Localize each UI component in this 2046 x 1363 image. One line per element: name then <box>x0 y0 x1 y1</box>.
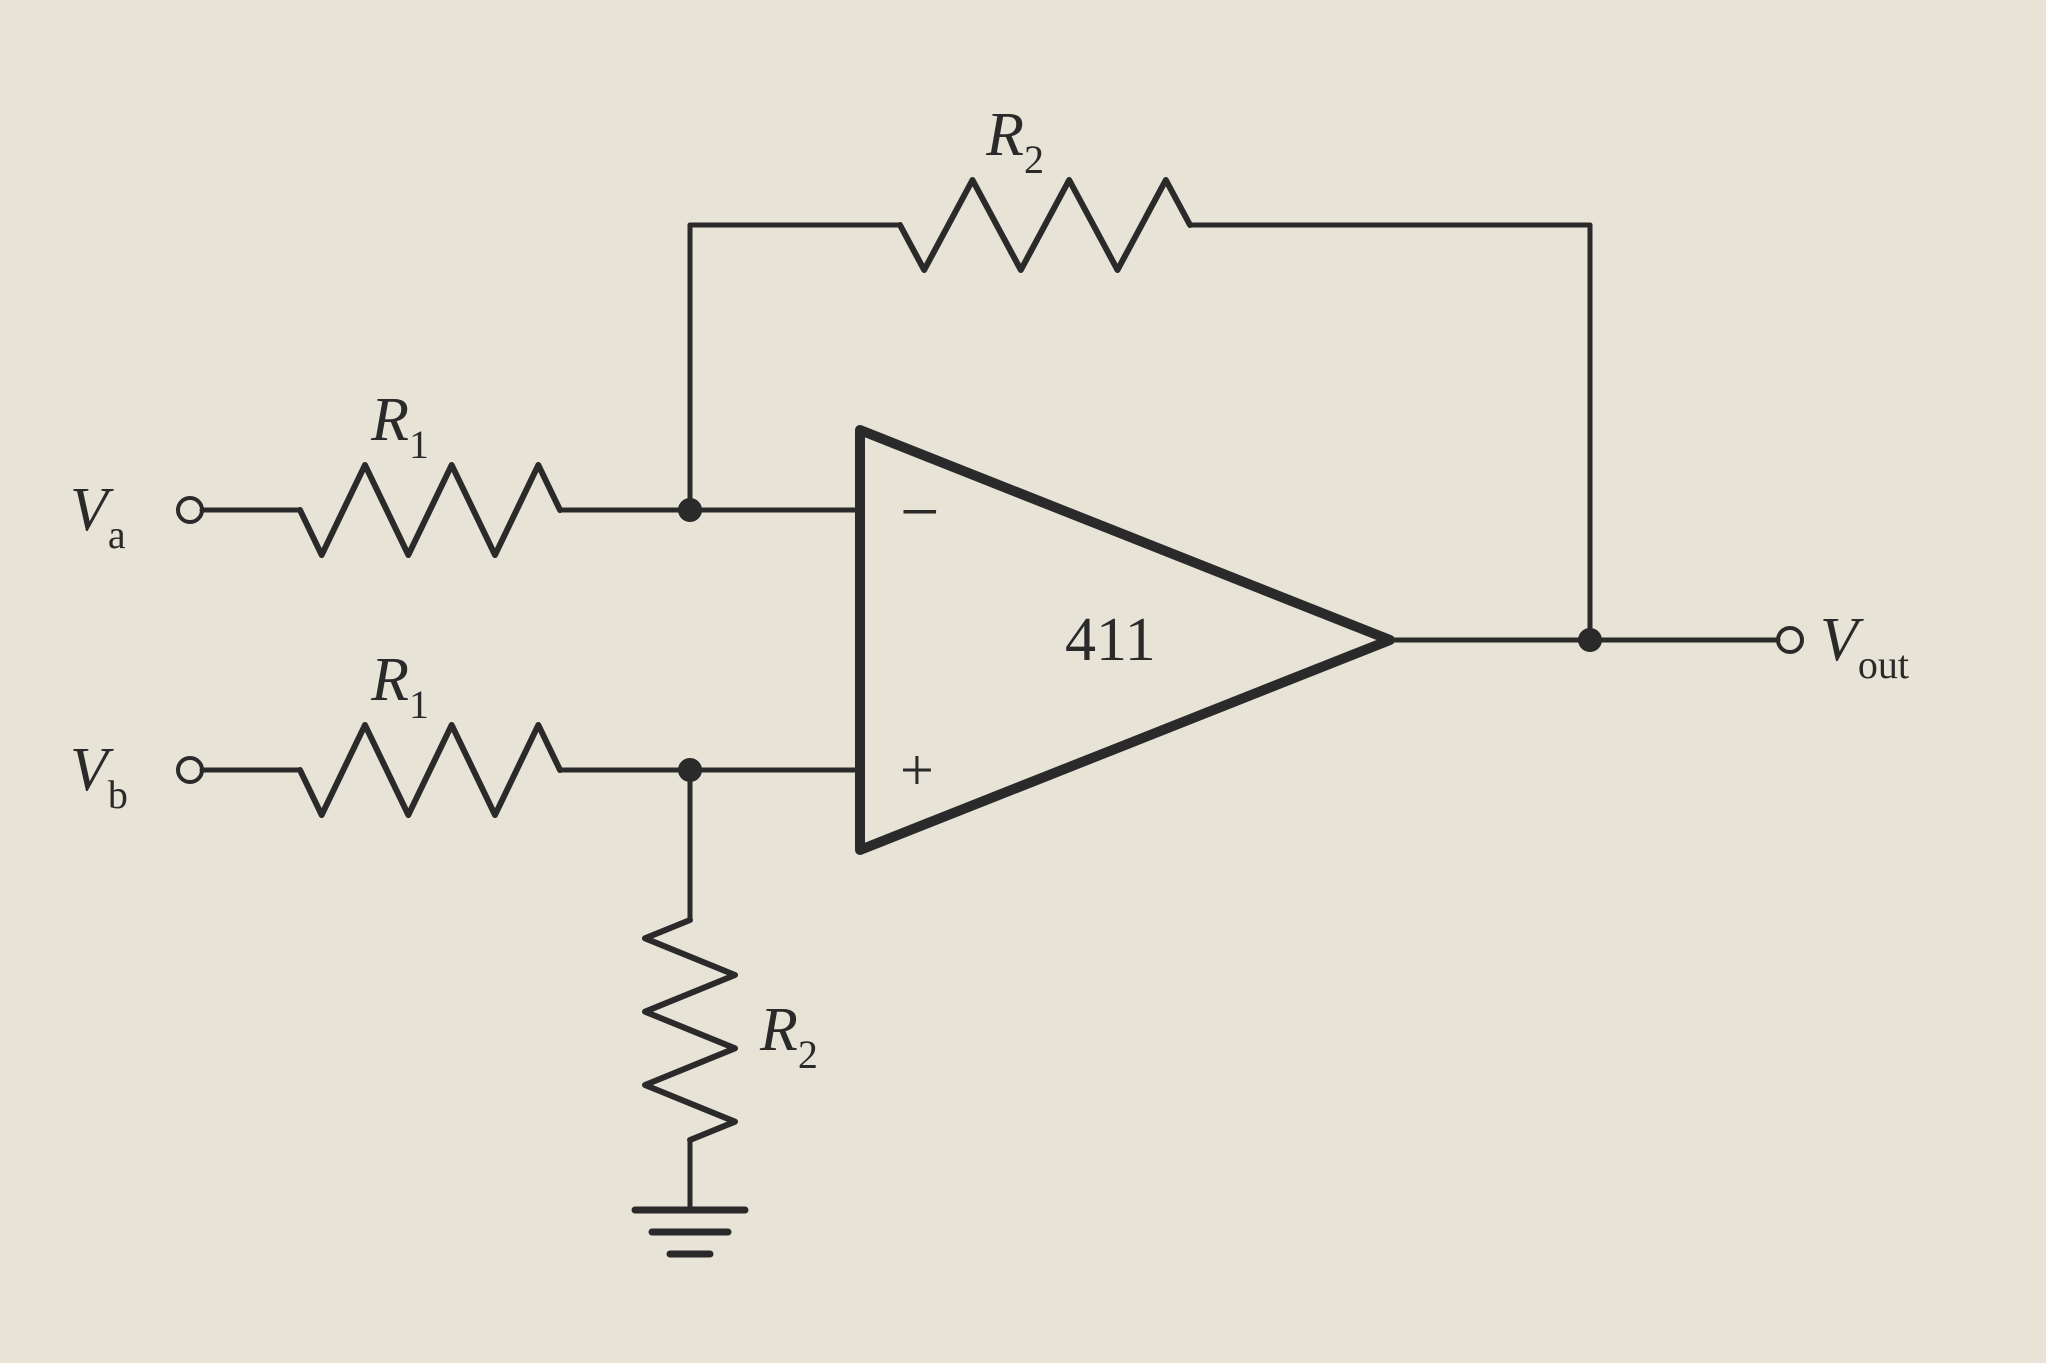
opamp-difference-amplifier-schematic: −+411VaVbVoutR1R1R2R2 <box>0 0 2046 1363</box>
opamp-minus: − <box>900 474 939 551</box>
opamp-plus: + <box>900 737 934 803</box>
opamp-part-number: 411 <box>1065 606 1156 674</box>
